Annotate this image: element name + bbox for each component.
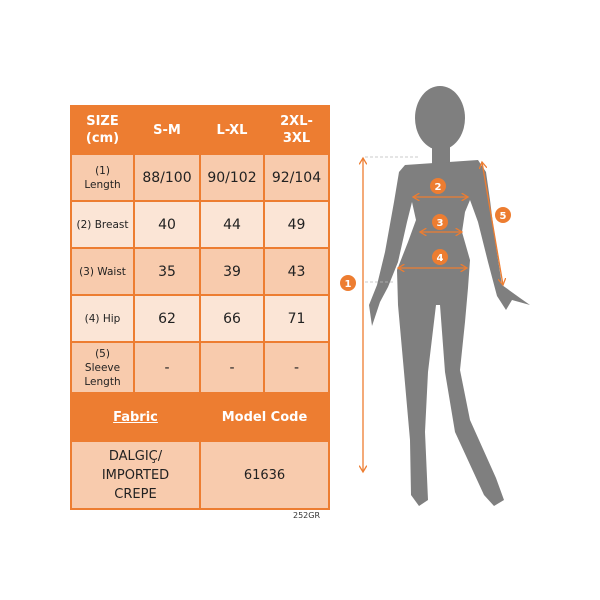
marker-2: 2	[430, 178, 446, 194]
row-label: (5) Sleeve Length	[70, 341, 135, 394]
cell: -	[199, 341, 265, 394]
svg-text:4: 4	[437, 253, 444, 264]
row-label: (3) Waist	[70, 247, 135, 296]
header-l-xl: L-XL	[199, 105, 265, 155]
table-row: (1) Length 88/100 90/102 92/104	[70, 153, 330, 202]
cell: 92/104	[263, 153, 330, 202]
table-row: (2) Breast 40 44 49	[70, 200, 330, 249]
cell: 39	[199, 247, 265, 296]
svg-text:5: 5	[500, 211, 507, 222]
size-chart-table: SIZE (cm) S-M L-XL 2XL- 3XL (1) Length 8…	[70, 105, 330, 510]
header-s-m: S-M	[133, 105, 201, 155]
fabric-value: DALGIÇ/ IMPORTED CREPE	[70, 440, 201, 510]
cell: 90/102	[199, 153, 265, 202]
row-label: (2) Breast	[70, 200, 135, 249]
silhouette	[369, 86, 530, 506]
cell: 40	[133, 200, 201, 249]
cell: 44	[199, 200, 265, 249]
model-code-value: 61636	[199, 440, 330, 510]
header-size: SIZE (cm)	[70, 105, 135, 155]
table-row: (4) Hip 62 66 71	[70, 294, 330, 343]
fabric-header-row: Fabric Model Code	[70, 392, 330, 442]
row-label: (1) Length	[70, 153, 135, 202]
table-row: (5) Sleeve Length - - -	[70, 341, 330, 394]
marker-1: 1	[340, 275, 356, 291]
model-code-label: Model Code	[199, 392, 330, 442]
header-2xl-3xl: 2XL- 3XL	[263, 105, 330, 155]
marker-3: 3	[432, 214, 448, 230]
cell: 35	[133, 247, 201, 296]
cell: 62	[133, 294, 201, 343]
header-row: SIZE (cm) S-M L-XL 2XL- 3XL	[70, 105, 330, 155]
marker-5: 5	[495, 207, 511, 223]
svg-text:2: 2	[435, 182, 442, 193]
product-code-note: 252GR	[293, 511, 321, 520]
cell: 66	[199, 294, 265, 343]
fabric-label: Fabric	[113, 409, 158, 425]
cell: -	[263, 341, 330, 394]
cell: 49	[263, 200, 330, 249]
dashed-guides	[365, 156, 420, 283]
cell: 88/100	[133, 153, 201, 202]
row-label: (4) Hip	[70, 294, 135, 343]
svg-text:1: 1	[345, 279, 352, 290]
cell: 43	[263, 247, 330, 296]
table-row: (3) Waist 35 39 43	[70, 247, 330, 296]
marker-4: 4	[432, 249, 448, 265]
cell: -	[133, 341, 201, 394]
cell: 71	[263, 294, 330, 343]
measure-guides	[363, 158, 503, 472]
fabric-row: DALGIÇ/ IMPORTED CREPE 61636	[70, 440, 330, 510]
svg-text:3: 3	[437, 218, 444, 229]
